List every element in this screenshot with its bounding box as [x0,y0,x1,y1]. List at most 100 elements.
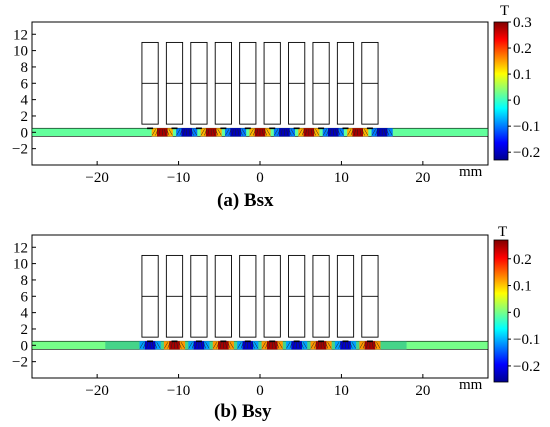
flux-arrow [286,342,291,349]
flux-arrow [237,342,242,349]
flux-arrow [217,129,222,136]
flux-arrow [329,129,332,136]
flux-arrow [286,129,289,136]
flux-arrow [289,342,293,349]
flux-arrow [229,342,234,349]
flux-arrow [164,342,169,349]
flux-arrow [298,129,303,136]
y-tick-label: 10 [13,257,28,273]
flux-arrow [268,342,271,349]
colorbar [493,21,509,161]
flux-arrow [335,342,340,349]
flux-arrow [266,129,271,136]
colorbar-tick-label: 0.1 [513,279,532,295]
colorbar-tick-label: −0.1 [513,332,540,348]
flux-arrow [322,129,327,136]
flux-arrow [305,129,307,136]
y-tick-label: 12 [13,27,28,43]
flux-arrow [164,129,166,136]
flux-arrow [361,129,365,136]
colorbar-tick-label: 0.2 [513,252,532,268]
y-tick-label: 8 [21,273,29,289]
flux-arrow [190,129,194,136]
flux-arrow [195,342,197,349]
flux-arrow [300,342,304,349]
flux-arrow [180,342,185,349]
colorbar-tick-label: 0 [513,305,521,321]
flux-arrow [386,129,390,136]
flux-arrow [200,342,203,349]
flux-arrow [228,129,232,136]
flux-arrow [388,129,393,136]
y-tick-label: −2 [12,142,28,158]
flux-arrow [362,342,366,349]
flux-arrow [274,129,279,136]
x-tick-label: 20 [415,383,430,399]
flux-arrow [337,129,341,136]
flux-arrow [359,129,362,136]
flux-arrow [313,129,316,136]
flux-arrow [143,342,146,349]
flux-arrow [188,129,191,136]
colorbar-tick-label: 0.1 [513,67,532,83]
x-tick-label: 10 [334,383,349,399]
flux-arrow [252,129,256,136]
flux-arrow [326,129,330,136]
flux-arrow [378,129,381,136]
flux-arrow [207,129,210,136]
flux-arrow [376,342,381,349]
y-tick-label: 12 [13,240,28,256]
flux-arrow [237,129,240,136]
colorbar-unit: T [500,3,509,19]
x-axis-label: mm [459,164,483,180]
flux-arrow [303,342,308,349]
flux-arrow [265,342,269,349]
plot-area [31,21,489,166]
flux-arrow [354,129,356,136]
flux-arrow [176,342,179,349]
x-axis-label: mm [459,377,483,393]
flux-arrow [310,342,315,349]
flux-arrow [239,129,243,136]
y-tick-label: 6 [21,76,29,92]
flux-arrow [314,342,317,349]
flux-arrow [154,342,158,349]
flux-arrow [179,129,183,136]
flux-arrow [167,342,171,349]
flux-arrow [200,129,205,136]
x-tick-label: −20 [85,170,108,186]
flux-arrow [146,342,149,349]
flux-arrow [225,342,228,349]
flux-arrow [280,129,283,136]
colorbar-tick-label: −0.2 [513,145,540,161]
flux-arrow [231,129,234,136]
flux-arrow [156,342,161,349]
flux-arrow [325,342,329,349]
y-tick-label: 10 [13,44,28,60]
y-tick-label: 4 [21,93,29,109]
flux-arrow [290,129,295,136]
flux-arrow [384,129,386,136]
flux-arrow [188,342,193,349]
flux-arrow [215,129,219,136]
flux-arrow [178,342,182,349]
flux-arrow [216,342,220,349]
flux-arrow [292,342,295,349]
flux-arrow [168,129,173,136]
flux-arrow [166,129,170,136]
flux-arrow [276,342,280,349]
x-tick-label: 0 [256,170,264,186]
flux-arrow [264,129,268,136]
flux-arrow [315,129,320,136]
flux-arrow [274,342,276,349]
flux-arrow [251,342,255,349]
flux-arrow [366,342,368,349]
colorbar-tick-label: −0.2 [513,359,540,375]
y-tick-label: 6 [21,289,29,305]
flux-arrow [227,342,231,349]
colorbar-tick-label: −0.1 [513,119,540,135]
flux-arrow [256,129,259,136]
flux-arrow [301,129,305,136]
flux-arrow [249,129,254,136]
